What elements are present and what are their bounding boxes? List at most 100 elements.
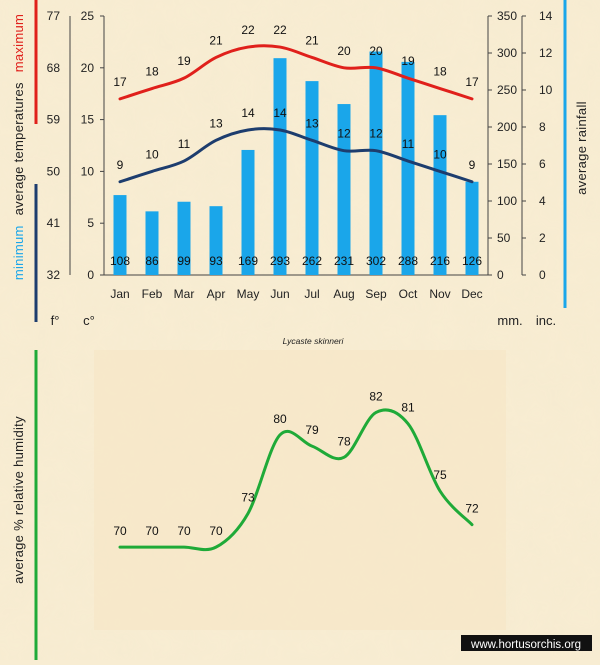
fahrenheit-tick-label: 32 [47, 268, 61, 282]
humidity-data-label: 73 [241, 490, 255, 504]
rainfall-data-label: 169 [238, 254, 258, 268]
minimum-data-label: 10 [433, 147, 447, 161]
humidity-data-label: 75 [433, 468, 447, 482]
mm-tick-label: 150 [497, 157, 517, 171]
month-tick-label: Jul [304, 287, 319, 301]
minimum-temperature-line [118, 127, 474, 184]
minimum-data-label: 13 [209, 116, 223, 130]
maximum-data-label: 22 [273, 23, 287, 37]
inches-tick-label: 10 [539, 83, 553, 97]
humidity-data-label: 80 [273, 412, 287, 426]
maximum-temperature-line [118, 44, 474, 101]
humidity-line [118, 408, 474, 552]
inches-unit: inc. [536, 313, 556, 328]
maximum-data-label: 20 [369, 44, 383, 58]
temperatures-label: average temperatures [11, 82, 26, 215]
fahrenheit-tick-label: 50 [47, 164, 61, 178]
celsius-tick-label: 0 [87, 268, 94, 282]
humidity-data-label: 72 [465, 502, 479, 516]
month-tick-label: Aug [333, 287, 354, 301]
month-tick-label: Sep [365, 287, 387, 301]
humidity-data-label: 82 [369, 389, 383, 403]
inches-tick-label: 6 [539, 157, 546, 171]
rainfall-bar [305, 81, 319, 276]
fahrenheit-tick-label: 59 [47, 113, 61, 127]
rainfall-bar [401, 61, 415, 275]
watermark-text: www.hortusorchis.org [470, 639, 581, 651]
rainfall-bar [273, 58, 287, 276]
fahrenheit-tick-label: 68 [47, 61, 61, 75]
rainfall-data-label: 302 [366, 254, 386, 268]
maximum-data-label: 18 [145, 65, 159, 79]
watermark-background [461, 635, 592, 651]
rainfall-bar [145, 211, 159, 275]
month-tick-label: Feb [142, 287, 163, 301]
minimum-data-label: 12 [337, 127, 351, 141]
minimum-data-label: 14 [241, 106, 255, 120]
minimum-data-label: 9 [469, 158, 476, 172]
celsius-tick-label: 5 [87, 216, 94, 230]
minimum-data-label: 12 [369, 127, 383, 141]
rainfall-bar [241, 149, 255, 275]
inches-tick-label: 2 [539, 231, 546, 245]
minimum-data-label: 9 [117, 158, 124, 172]
fahrenheit-tick-label: 77 [47, 9, 61, 23]
rainfall-bar [113, 195, 127, 275]
maximum-label: maximum [11, 14, 26, 72]
minimum-data-label: 10 [145, 147, 159, 161]
fahrenheit-tick-label: 41 [47, 216, 61, 230]
month-tick-label: Jan [110, 287, 129, 301]
mm-tick-label: 250 [497, 83, 517, 97]
mm-unit: mm. [497, 313, 522, 328]
celsius-tick-label: 10 [81, 164, 95, 178]
rainfall-data-label: 231 [334, 254, 354, 268]
humidity-data-label: 81 [401, 401, 415, 415]
chart-title: Lycaste skinneri [283, 336, 345, 346]
rainfall-data-label: 288 [398, 254, 418, 268]
humidity-data-label: 78 [337, 434, 351, 448]
celsius-unit: c° [83, 313, 95, 328]
month-tick-label: Apr [207, 287, 226, 301]
month-tick-label: Mar [174, 287, 195, 301]
month-tick-label: Jun [270, 287, 289, 301]
maximum-data-label: 17 [465, 75, 479, 89]
minimum-data-label: 11 [402, 137, 415, 151]
maximum-data-label: 21 [305, 33, 319, 47]
mm-tick-label: 350 [497, 9, 517, 23]
rainfall-bar [465, 181, 479, 275]
rainfall-data-label: 293 [270, 254, 290, 268]
minimum-data-label: 14 [273, 106, 287, 120]
inches-tick-label: 14 [539, 9, 553, 23]
celsius-tick-label: 25 [81, 9, 95, 23]
rainfall-data-label: 126 [462, 254, 482, 268]
humidity-panel [94, 350, 506, 630]
rainfall-data-label: 216 [430, 254, 450, 268]
mm-tick-label: 300 [497, 46, 517, 60]
rainfall-bar [433, 115, 447, 275]
rainfall-data-label: 99 [177, 254, 191, 268]
maximum-data-label: 17 [113, 75, 127, 89]
month-tick-label: Nov [429, 287, 450, 301]
dynamic-marks: 7768595041322520151050350300250200150100… [34, 0, 567, 660]
month-tick-label: Oct [399, 287, 418, 301]
maximum-data-label: 21 [209, 33, 223, 47]
rainfall-data-label: 262 [302, 254, 322, 268]
rainfall-bar [369, 51, 383, 275]
month-tick-label: Dec [461, 287, 482, 301]
rainfall-axis-title: average rainfall [574, 101, 589, 195]
mm-tick-label: 100 [497, 194, 517, 208]
rainfall-data-label: 93 [209, 254, 223, 268]
rainfall-bar [177, 201, 191, 275]
mm-tick-label: 50 [497, 231, 511, 245]
maximum-data-label: 19 [401, 54, 415, 68]
maximum-data-label: 19 [177, 54, 191, 68]
month-tick-label: May [237, 287, 260, 301]
minimum-data-label: 13 [305, 116, 319, 130]
maximum-data-label: 22 [241, 23, 255, 37]
minimum-label: minimum [11, 225, 26, 280]
inches-tick-label: 8 [539, 120, 546, 134]
minimum-data-label: 11 [178, 137, 191, 151]
rainfall-data-label: 108 [110, 254, 130, 268]
